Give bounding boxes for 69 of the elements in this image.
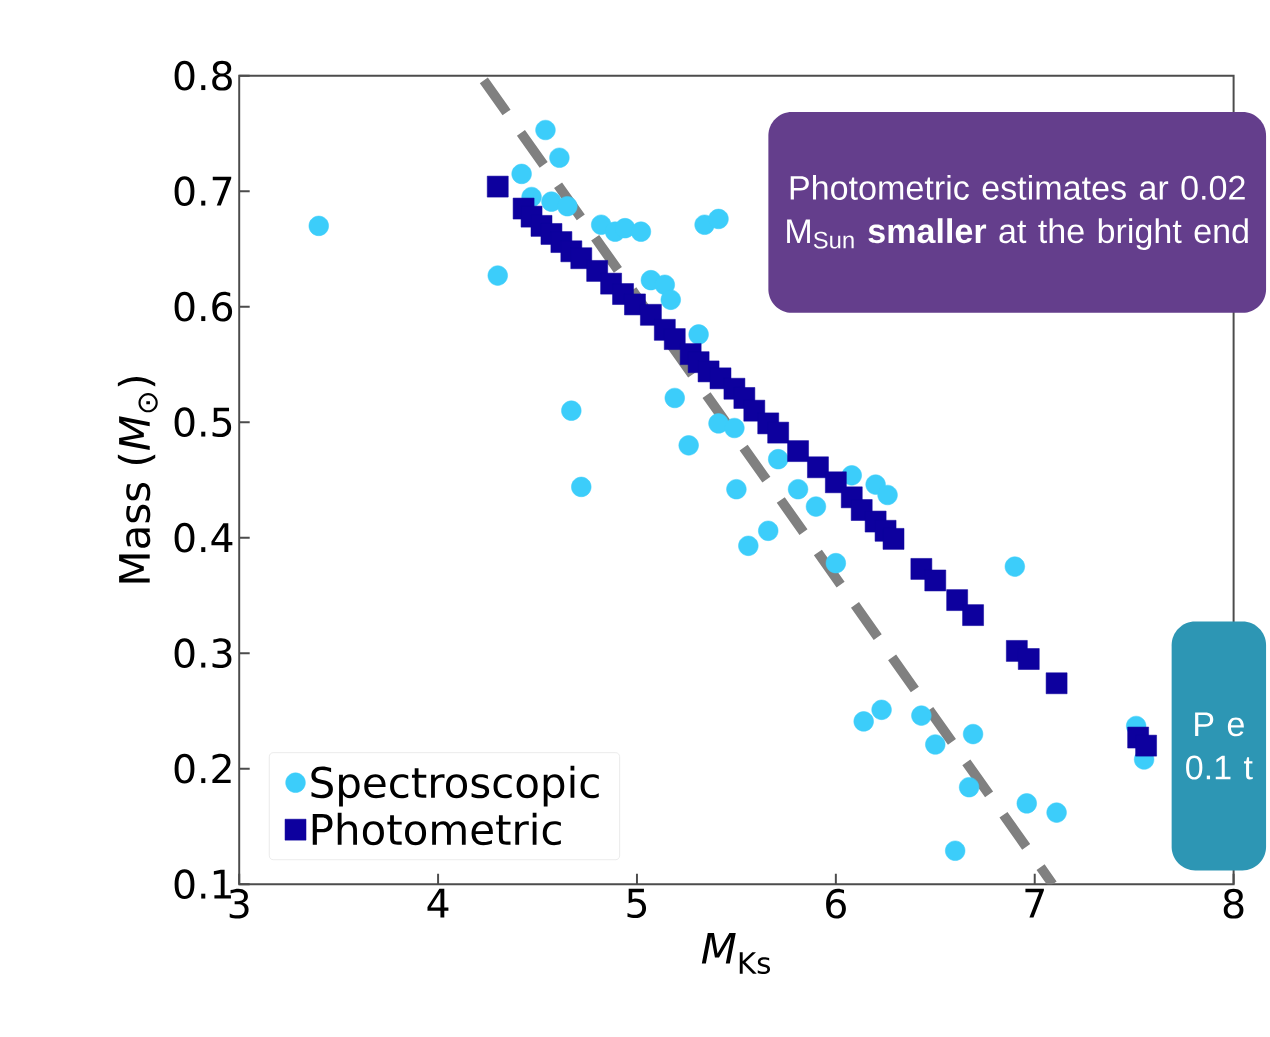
point: [877, 485, 898, 506]
point: [708, 209, 729, 230]
point: [726, 479, 747, 500]
point: [805, 496, 827, 517]
y-tick-label: 0.2: [174, 754, 231, 784]
x-tick-label: 5: [627, 889, 647, 919]
point: [1046, 802, 1067, 823]
point: [768, 449, 789, 470]
legend-label: Spectroscopic: [311, 765, 599, 807]
x-tick-label: 8: [1223, 889, 1244, 919]
point: [571, 476, 592, 498]
point: [882, 528, 905, 550]
annotation: Photometric estimates ar 0.02 M$_{Sun}$ smaller at the bright end: [787, 175, 1248, 251]
point: [1018, 648, 1040, 670]
y-tick-label: 0.4: [174, 523, 233, 553]
x-tick-label: 6: [826, 889, 846, 919]
point: [511, 163, 532, 185]
point: [724, 418, 745, 439]
point: [767, 422, 789, 444]
point: [962, 604, 984, 627]
point: [640, 304, 662, 326]
x-tick-label: 3: [229, 889, 249, 919]
y-axis-title: Mass (M$_{⊙}$): [117, 377, 158, 583]
point: [549, 147, 570, 168]
point: [557, 196, 578, 217]
point: [925, 734, 946, 755]
point: [688, 324, 709, 345]
point: [946, 589, 968, 612]
point: [787, 440, 809, 463]
y-tick-label: 0.8: [174, 61, 232, 91]
point: [660, 289, 681, 311]
y-tick-label: 0.6: [174, 292, 233, 322]
point: [535, 120, 556, 141]
legend-label: Photometric: [312, 812, 561, 846]
point: [825, 553, 846, 574]
x-tick-label: 7: [1025, 889, 1044, 918]
x-axis-title: M$_{Ks}$: [701, 933, 771, 975]
point: [664, 388, 685, 409]
point: [308, 215, 329, 237]
point: [541, 191, 562, 212]
point: [1004, 556, 1025, 577]
y-tick-label: 0.5: [174, 407, 232, 438]
point: [758, 520, 779, 542]
point: [1016, 793, 1037, 814]
point: [708, 413, 729, 434]
y-tick-label: 0.7: [174, 176, 232, 207]
point: [630, 221, 652, 242]
point: [945, 840, 966, 861]
point: [962, 724, 984, 745]
point: [1135, 735, 1157, 757]
point: [924, 569, 947, 592]
y-tick-label: 0.1: [174, 869, 231, 900]
point: [487, 265, 508, 286]
annotation: P e 0.1 t: [1186, 712, 1253, 780]
point: [787, 479, 809, 500]
point: [911, 705, 932, 726]
point: [561, 400, 582, 421]
point: [871, 699, 892, 721]
point: [807, 456, 829, 479]
point: [664, 328, 686, 350]
point: [825, 471, 847, 494]
point: [678, 435, 699, 456]
point: [487, 176, 509, 198]
point: [1045, 672, 1068, 695]
point: [853, 711, 874, 732]
point: [738, 535, 759, 557]
y-tick-label: 0.3: [174, 638, 232, 669]
x-tick-label: 4: [427, 889, 449, 918]
point: [959, 777, 980, 798]
